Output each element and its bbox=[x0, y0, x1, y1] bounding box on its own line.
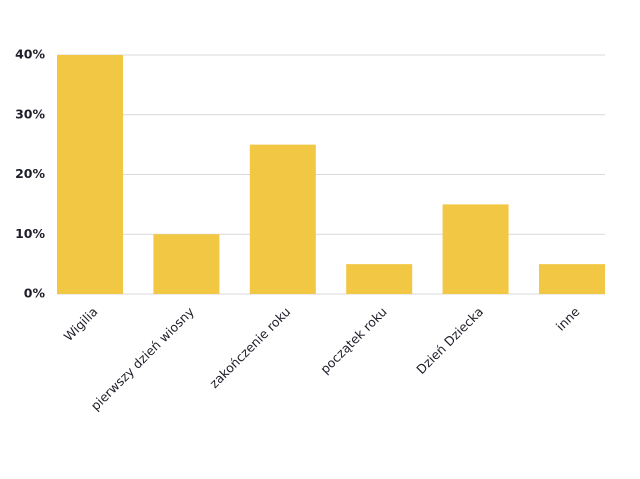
bar bbox=[249, 144, 316, 294]
y-tick-label: 0% bbox=[24, 286, 46, 301]
bar bbox=[539, 264, 605, 294]
x-tick-label: zakończenie roku bbox=[206, 304, 293, 391]
y-tick-label: 30% bbox=[15, 106, 45, 121]
x-tick-label: Dzień Dziecka bbox=[413, 304, 486, 377]
x-tick-label: początek roku bbox=[317, 304, 390, 377]
bar bbox=[346, 264, 413, 294]
y-tick-label: 40% bbox=[15, 47, 45, 62]
x-tick-label: pierwszy dzień wiosny bbox=[88, 304, 198, 414]
x-tick-label: Wigilia bbox=[61, 304, 101, 344]
x-tick-label: inne bbox=[553, 304, 583, 334]
bar bbox=[153, 234, 220, 294]
y-tick-label: 10% bbox=[15, 226, 45, 241]
bar bbox=[442, 204, 509, 294]
bar bbox=[57, 55, 123, 294]
y-tick-label: 20% bbox=[15, 166, 45, 181]
